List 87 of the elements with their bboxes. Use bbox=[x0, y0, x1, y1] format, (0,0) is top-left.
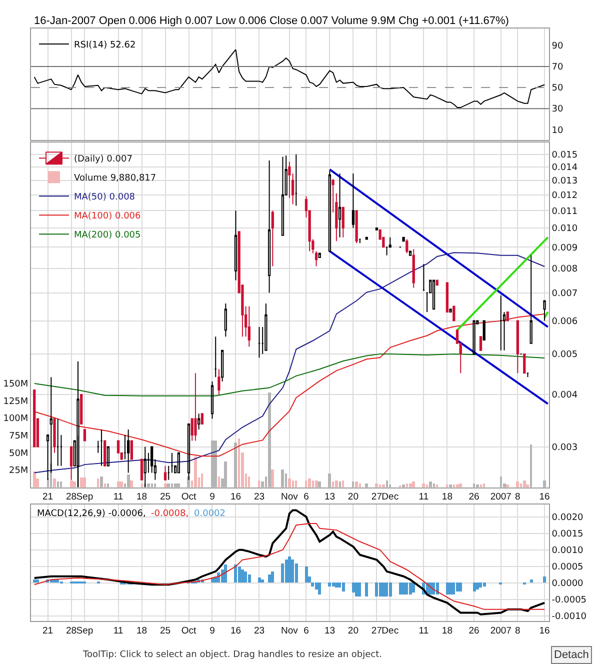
x-tick-label: 18 bbox=[442, 492, 452, 503]
y-tick-label: 50 bbox=[552, 84, 564, 94]
y-tick-label: 0.007 bbox=[552, 288, 578, 299]
legend-label: MA(100) 0.006 bbox=[74, 212, 142, 222]
x-tick-label: 8 bbox=[515, 625, 520, 636]
legend-label: MA(50) 0.008 bbox=[74, 192, 136, 203]
y-tick-label: 0.0015 bbox=[552, 530, 584, 540]
x-tick-label: 21 bbox=[42, 625, 54, 636]
x-tick-label: 11 bbox=[418, 625, 429, 636]
y-tick-label: 0.0005 bbox=[552, 562, 584, 573]
x-tick-label: 20 bbox=[348, 625, 358, 636]
y-tick-label: 0.0010 bbox=[552, 546, 584, 556]
legend-label: MA(200) 0.005 bbox=[74, 230, 141, 241]
y-tick-label: 0.013 bbox=[552, 176, 578, 186]
x-tick-label: Dec bbox=[382, 492, 399, 503]
y-tick-label: 0.004 bbox=[552, 390, 578, 401]
x-tick-label: Nov bbox=[280, 492, 298, 503]
x-tick-label: Sep bbox=[76, 625, 94, 636]
legend-label: RSI(14) 52.62 bbox=[74, 40, 136, 51]
text: Detach bbox=[554, 649, 589, 661]
x-tick-label: Oct bbox=[181, 625, 196, 636]
y-tick-label: 0.0020 bbox=[552, 512, 584, 523]
x-tick-label: 18 bbox=[136, 625, 148, 636]
chart-subtitle: 16-Jan-2007 Open 0.006 High 0.007 Low 0.006 Close 0.007 Volume 9.9M Chg +0.001 (+11.67%) bbox=[34, 15, 509, 27]
legend-label: (Daily) 0.007 bbox=[74, 154, 132, 165]
x-tick-label: 21 bbox=[42, 492, 54, 503]
x-tick-label: 6 bbox=[304, 492, 309, 503]
y2-tick-label: 125M bbox=[3, 396, 28, 407]
y-tick-label: 10 bbox=[552, 126, 564, 136]
x-tick-label: 26 bbox=[468, 492, 480, 503]
y-tick-label: 0.006 bbox=[552, 316, 578, 327]
y-tick-label: -0.0005 bbox=[552, 596, 587, 606]
y-tick-label: 0.009 bbox=[552, 243, 578, 254]
x-tick-label: 23 bbox=[254, 625, 265, 636]
y-tick-label: 0.015 bbox=[552, 150, 578, 160]
x-tick-label: 27 bbox=[371, 492, 382, 503]
y-tick-label: 0.011 bbox=[552, 206, 578, 217]
x-tick-label: 20 bbox=[348, 492, 358, 503]
y2-tick-label: 25M bbox=[8, 466, 28, 476]
y-tick-label: 90 bbox=[552, 42, 564, 52]
y-tick-label: 0.010 bbox=[552, 224, 578, 234]
x-tick-label: Sep bbox=[76, 492, 94, 503]
y-tick-label: -0.0010 bbox=[552, 612, 587, 622]
y-tick-label: 70 bbox=[552, 62, 564, 73]
x-tick-label: 16 bbox=[539, 625, 550, 636]
text: MACD(12,26,9) -0.0006, bbox=[37, 509, 146, 519]
legend-label: Volume 9,880,817 bbox=[74, 174, 156, 184]
text: 0.0002 bbox=[194, 509, 226, 519]
y2-tick-label: 50M bbox=[8, 448, 28, 459]
y2-tick-label: 150M bbox=[3, 380, 28, 390]
x-tick-label: 2007 bbox=[490, 492, 512, 503]
x-tick-label: 27 bbox=[371, 625, 382, 636]
x-tick-label: 16 bbox=[539, 492, 550, 503]
text: ToolTip: Click to select an object. Drag handles to resize an object. bbox=[82, 650, 382, 660]
x-tick-label: 25 bbox=[160, 492, 171, 503]
x-tick-label: 8 bbox=[515, 492, 520, 503]
x-tick-label: 23 bbox=[254, 492, 265, 503]
x-tick-label: 16 bbox=[230, 492, 242, 503]
x-tick-label: 6 bbox=[304, 625, 309, 636]
x-tick-label: 18 bbox=[442, 625, 452, 636]
x-tick-label: 9 bbox=[210, 625, 215, 636]
y-tick-label: 0.014 bbox=[552, 163, 578, 174]
x-tick-label: 18 bbox=[136, 492, 148, 503]
x-tick-label: 13 bbox=[324, 625, 336, 636]
x-tick-label: 11 bbox=[418, 492, 429, 503]
x-tick-label: 9 bbox=[210, 492, 215, 503]
y-tick-label: 0.0000 bbox=[552, 579, 584, 590]
x-tick-label: 26 bbox=[468, 625, 480, 636]
x-tick-label: 16 bbox=[230, 625, 242, 636]
x-tick-label: 28 bbox=[66, 625, 77, 636]
y-tick-label: 30 bbox=[552, 104, 564, 115]
x-tick-label: 11 bbox=[113, 625, 124, 636]
x-tick-label: 13 bbox=[324, 492, 336, 503]
x-tick-label: Dec bbox=[382, 625, 399, 636]
x-tick-label: 2007 bbox=[490, 625, 512, 636]
x-tick-label: 11 bbox=[113, 492, 124, 503]
y-tick-label: 0.005 bbox=[552, 350, 578, 360]
x-tick-label: Oct bbox=[181, 492, 196, 503]
y2-tick-label: 100M bbox=[3, 414, 28, 424]
x-tick-label: 25 bbox=[160, 625, 171, 636]
x-tick-label: Nov bbox=[280, 625, 298, 636]
y-tick-label: 0.008 bbox=[552, 264, 578, 275]
y-tick-label: 0.003 bbox=[552, 442, 578, 453]
x-tick-label: 28 bbox=[66, 492, 77, 503]
y-tick-label: 0.012 bbox=[552, 191, 578, 202]
text: -0.0008, bbox=[151, 509, 189, 519]
y2-tick-label: 75M bbox=[8, 432, 28, 442]
